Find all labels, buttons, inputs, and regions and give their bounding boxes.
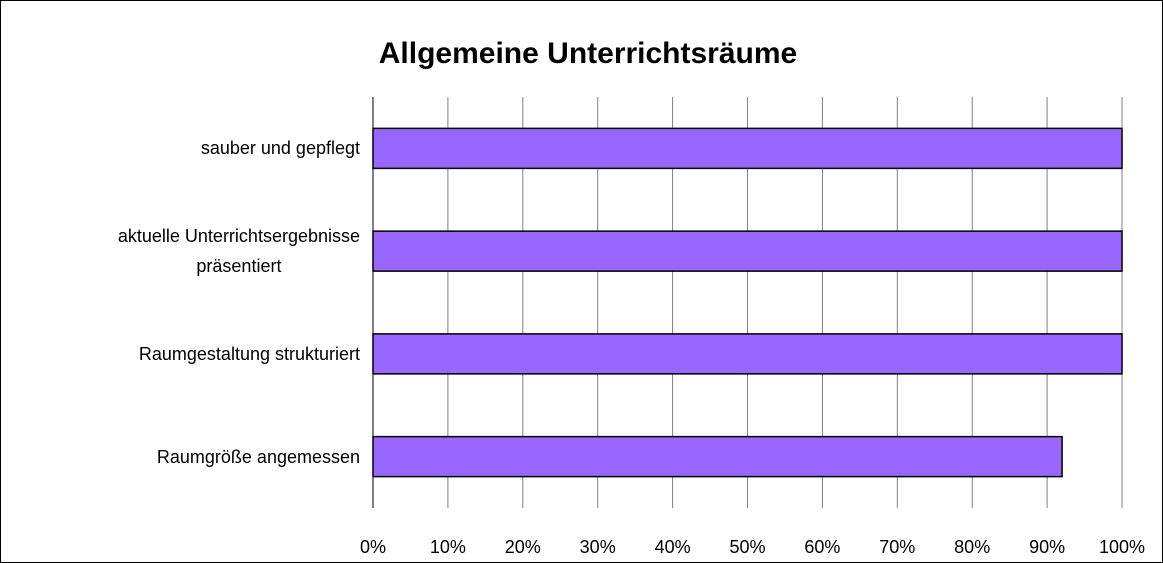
x-tick-label: 10% bbox=[430, 537, 466, 557]
bar bbox=[372, 333, 1123, 375]
x-tick-label: 80% bbox=[954, 537, 990, 557]
x-tick-label: 70% bbox=[879, 537, 915, 557]
y-tick-label: aktuelle Unterrichtsergebnisse präsentie… bbox=[117, 226, 360, 277]
x-tick-label: 40% bbox=[655, 537, 691, 557]
y-tick-label: sauber und gepflegt bbox=[200, 138, 360, 159]
x-tick-label: 50% bbox=[729, 537, 765, 557]
chart-title: Allgemeine Unterrichtsräume bbox=[379, 37, 797, 70]
bar bbox=[372, 435, 1063, 478]
bar bbox=[372, 230, 1123, 272]
y-tick-label: Raumgestaltung strukturiert bbox=[138, 343, 360, 364]
x-tick-label: 90% bbox=[1029, 537, 1065, 557]
bar bbox=[372, 127, 1123, 170]
x-tick-label: 20% bbox=[505, 537, 541, 557]
x-tick-label: 30% bbox=[580, 537, 616, 557]
y-tick-label: Raumgröße angemessen bbox=[156, 446, 360, 467]
x-tick-label: 0% bbox=[360, 537, 386, 557]
x-tick-label: 60% bbox=[804, 537, 840, 557]
x-tick-label: 100% bbox=[1099, 537, 1145, 557]
